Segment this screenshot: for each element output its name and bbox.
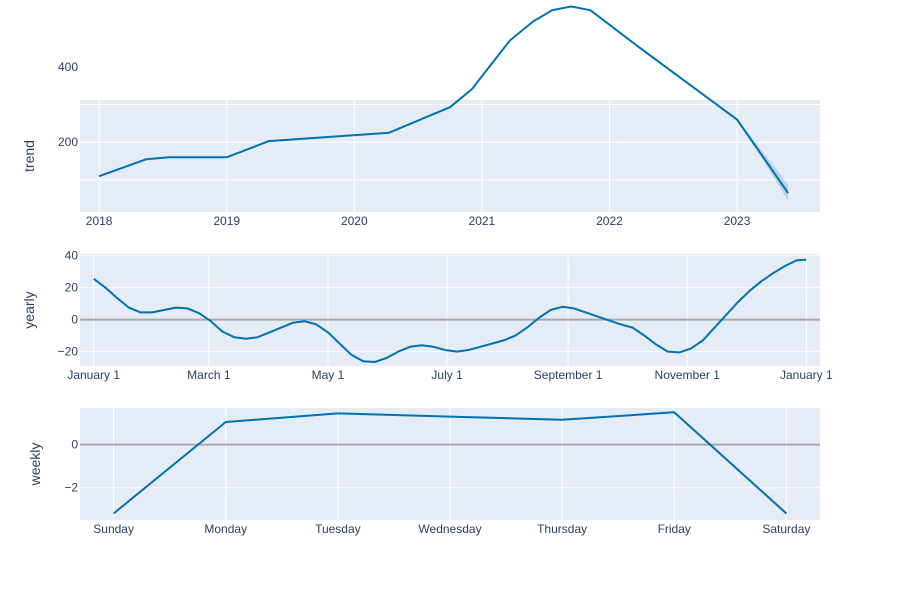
yearly-x-tick-label: November 1 (655, 368, 721, 382)
trend-x-tick-label: 2021 (469, 214, 496, 228)
trend-y-tick-label: 200 (58, 135, 78, 149)
weekly-x-tick-label: Saturday (762, 522, 810, 536)
trend-x-tick-label: 2022 (596, 214, 623, 228)
yearly-y-axis-title: yearly (21, 291, 37, 328)
yearly-x-tick-label: March 1 (187, 368, 231, 382)
yearly-series-line (93, 258, 807, 363)
weekly-y-axis-title: weekly (27, 443, 43, 487)
trend-y-tick-label: 400 (58, 60, 78, 74)
yearly-y-tick-label: 20 (65, 281, 79, 295)
trend-x-tick-label: 2023 (724, 214, 751, 228)
yearly-y-tick-label: 0 (71, 313, 78, 327)
weekly-y-tick-label: 0 (71, 438, 78, 452)
yearly-y-tick-label: 40 (65, 249, 79, 263)
weekly-x-tick-label: Sunday (93, 522, 134, 536)
yearly-x-tick-label: January 1 (67, 368, 120, 382)
weekly-x-tick-label: Tuesday (315, 522, 361, 536)
yearly-x-tick-label: May 1 (312, 368, 345, 382)
yearly-x-tick-label: July 1 (431, 368, 463, 382)
weekly-x-tick-label: Thursday (537, 522, 587, 536)
weekly-x-tick-label: Friday (658, 522, 691, 536)
trend-x-tick-label: 2018 (86, 214, 113, 228)
weekly-series-line (112, 411, 788, 515)
yearly-x-tick-label: September 1 (534, 368, 603, 382)
trend-x-tick-label: 2020 (341, 214, 368, 228)
yearly-y-tick-label: −20 (58, 345, 79, 359)
trend-y-axis-title: trend (21, 140, 37, 172)
weekly-panel: Sunday Monday Tuesday Wednesday Thursday Frid… (27, 408, 820, 536)
weekly-y-tick-label: −2 (64, 481, 78, 495)
trend-series-line (98, 5, 789, 194)
weekly-x-tick-label: Monday (204, 522, 247, 536)
trend-plot-area (80, 100, 820, 212)
trend-x-tick-label: 2019 (213, 214, 240, 228)
yearly-x-tick-label: January 1 (780, 368, 833, 382)
weekly-x-tick-label: Wednesday (418, 522, 481, 536)
yearly-plot-area (80, 254, 820, 366)
trend-panel: 2018 2019 2020 2021 2022 2023 200 400 trend (21, 5, 820, 228)
yearly-panel: January 1 March 1 May 1 July 1 September 1 No… (21, 249, 833, 382)
